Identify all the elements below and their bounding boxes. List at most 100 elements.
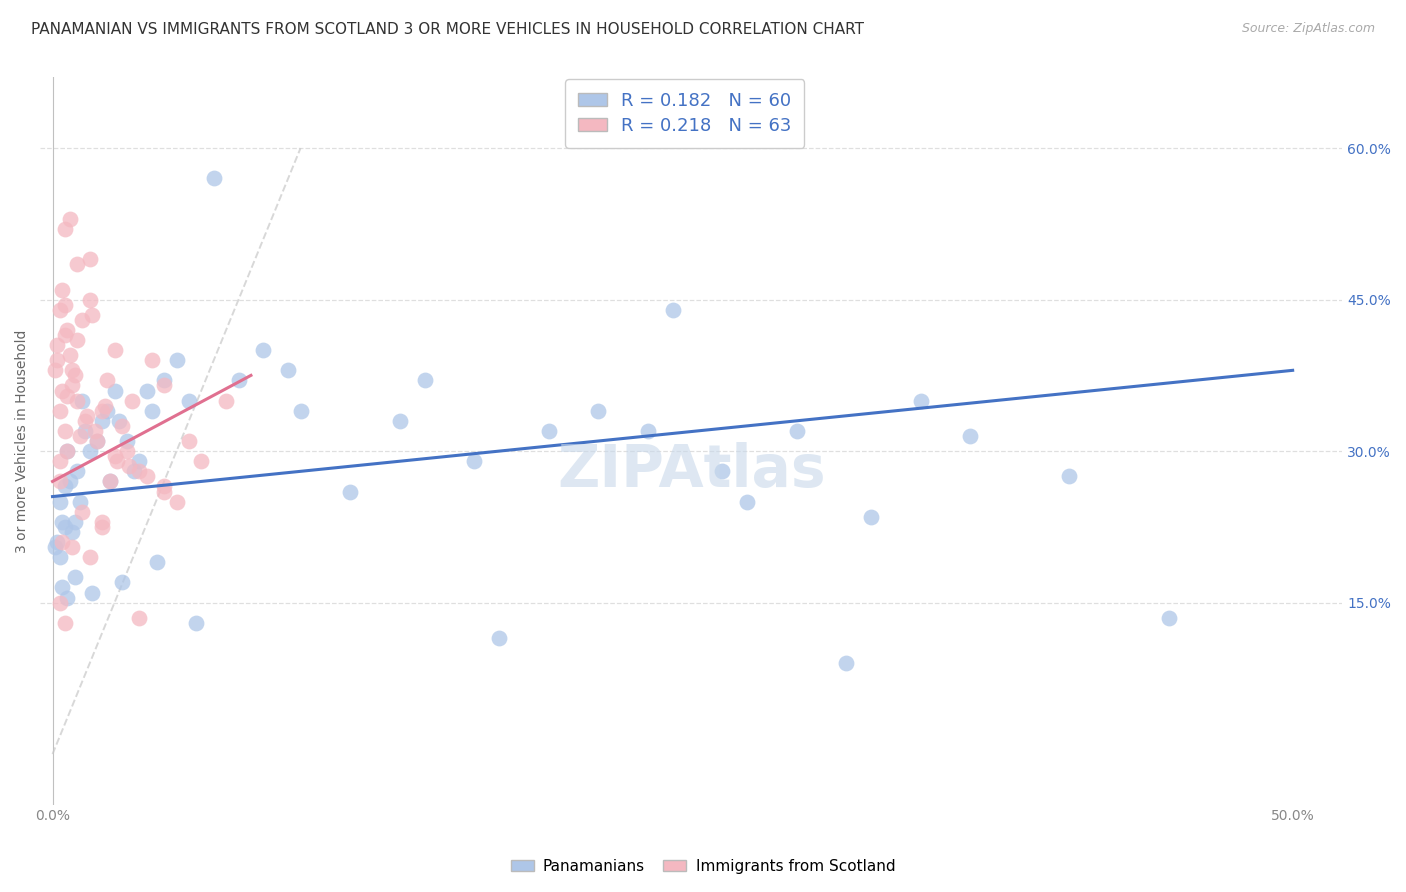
- Point: [105, 454, 128, 468]
- Point: [69, 429, 91, 443]
- Point: [910, 393, 932, 408]
- Point: [72, 313, 94, 327]
- Point: [141, 353, 163, 368]
- Legend: Panamanians, Immigrants from Scotland: Panamanians, Immigrants from Scotland: [505, 853, 901, 880]
- Point: [228, 373, 250, 387]
- Point: [66, 393, 89, 408]
- Point: [49, 403, 72, 417]
- Point: [177, 393, 200, 408]
- Point: [103, 343, 125, 358]
- Point: [108, 414, 131, 428]
- Point: [60, 363, 83, 377]
- Point: [51, 535, 73, 549]
- Point: [79, 293, 101, 307]
- Point: [959, 429, 981, 443]
- Point: [103, 449, 125, 463]
- Point: [51, 581, 73, 595]
- Point: [56, 323, 79, 337]
- Point: [59, 211, 82, 226]
- Point: [128, 454, 150, 468]
- Point: [49, 454, 72, 468]
- Point: [72, 393, 94, 408]
- Point: [56, 388, 79, 402]
- Point: [72, 505, 94, 519]
- Point: [49, 550, 72, 565]
- Point: [49, 302, 72, 317]
- Point: [46, 535, 69, 549]
- Point: [51, 283, 73, 297]
- Point: [53, 424, 76, 438]
- Text: ZIPAtlas: ZIPAtlas: [557, 442, 825, 499]
- Point: [277, 363, 299, 377]
- Point: [98, 475, 121, 489]
- Point: [190, 454, 212, 468]
- Point: [56, 591, 79, 605]
- Point: [76, 409, 98, 423]
- Point: [121, 393, 143, 408]
- Point: [46, 338, 69, 352]
- Point: [135, 384, 157, 398]
- Point: [79, 252, 101, 267]
- Point: [66, 257, 89, 271]
- Point: [215, 393, 238, 408]
- Point: [124, 464, 146, 478]
- Point: [339, 484, 361, 499]
- Point: [51, 515, 73, 529]
- Point: [59, 348, 82, 362]
- Point: [586, 403, 609, 417]
- Point: [91, 414, 114, 428]
- Point: [46, 353, 69, 368]
- Point: [98, 475, 121, 489]
- Y-axis label: 3 or more Vehicles in Household: 3 or more Vehicles in Household: [15, 329, 30, 553]
- Point: [135, 469, 157, 483]
- Point: [53, 520, 76, 534]
- Point: [735, 494, 758, 508]
- Point: [153, 373, 176, 387]
- Point: [111, 418, 134, 433]
- Point: [290, 403, 312, 417]
- Point: [56, 444, 79, 458]
- Point: [252, 343, 274, 358]
- Point: [53, 222, 76, 236]
- Point: [153, 484, 176, 499]
- Point: [53, 298, 76, 312]
- Text: PANAMANIAN VS IMMIGRANTS FROM SCOTLAND 3 OR MORE VEHICLES IN HOUSEHOLD CORRELATI: PANAMANIAN VS IMMIGRANTS FROM SCOTLAND 3…: [31, 22, 863, 37]
- Point: [73, 414, 96, 428]
- Point: [86, 434, 108, 448]
- Text: Source: ZipAtlas.com: Source: ZipAtlas.com: [1241, 22, 1375, 36]
- Point: [177, 434, 200, 448]
- Point: [53, 479, 76, 493]
- Point: [53, 615, 76, 630]
- Point: [786, 424, 808, 438]
- Point: [49, 494, 72, 508]
- Point: [166, 494, 188, 508]
- Point: [128, 611, 150, 625]
- Point: [413, 373, 436, 387]
- Point: [82, 585, 104, 599]
- Point: [388, 414, 411, 428]
- Point: [537, 424, 560, 438]
- Point: [56, 444, 79, 458]
- Point: [859, 509, 882, 524]
- Point: [1059, 469, 1081, 483]
- Point: [153, 378, 176, 392]
- Point: [835, 657, 858, 671]
- Point: [60, 524, 83, 539]
- Point: [82, 308, 104, 322]
- Point: [115, 444, 138, 458]
- Point: [488, 631, 510, 645]
- Point: [711, 464, 734, 478]
- Point: [153, 479, 176, 493]
- Point: [111, 575, 134, 590]
- Point: [128, 464, 150, 478]
- Point: [96, 403, 118, 417]
- Point: [66, 333, 89, 347]
- Point: [51, 384, 73, 398]
- Point: [44, 363, 66, 377]
- Point: [166, 353, 188, 368]
- Point: [69, 494, 91, 508]
- Point: [91, 520, 114, 534]
- Point: [1157, 611, 1180, 625]
- Point: [118, 459, 141, 474]
- Point: [86, 434, 108, 448]
